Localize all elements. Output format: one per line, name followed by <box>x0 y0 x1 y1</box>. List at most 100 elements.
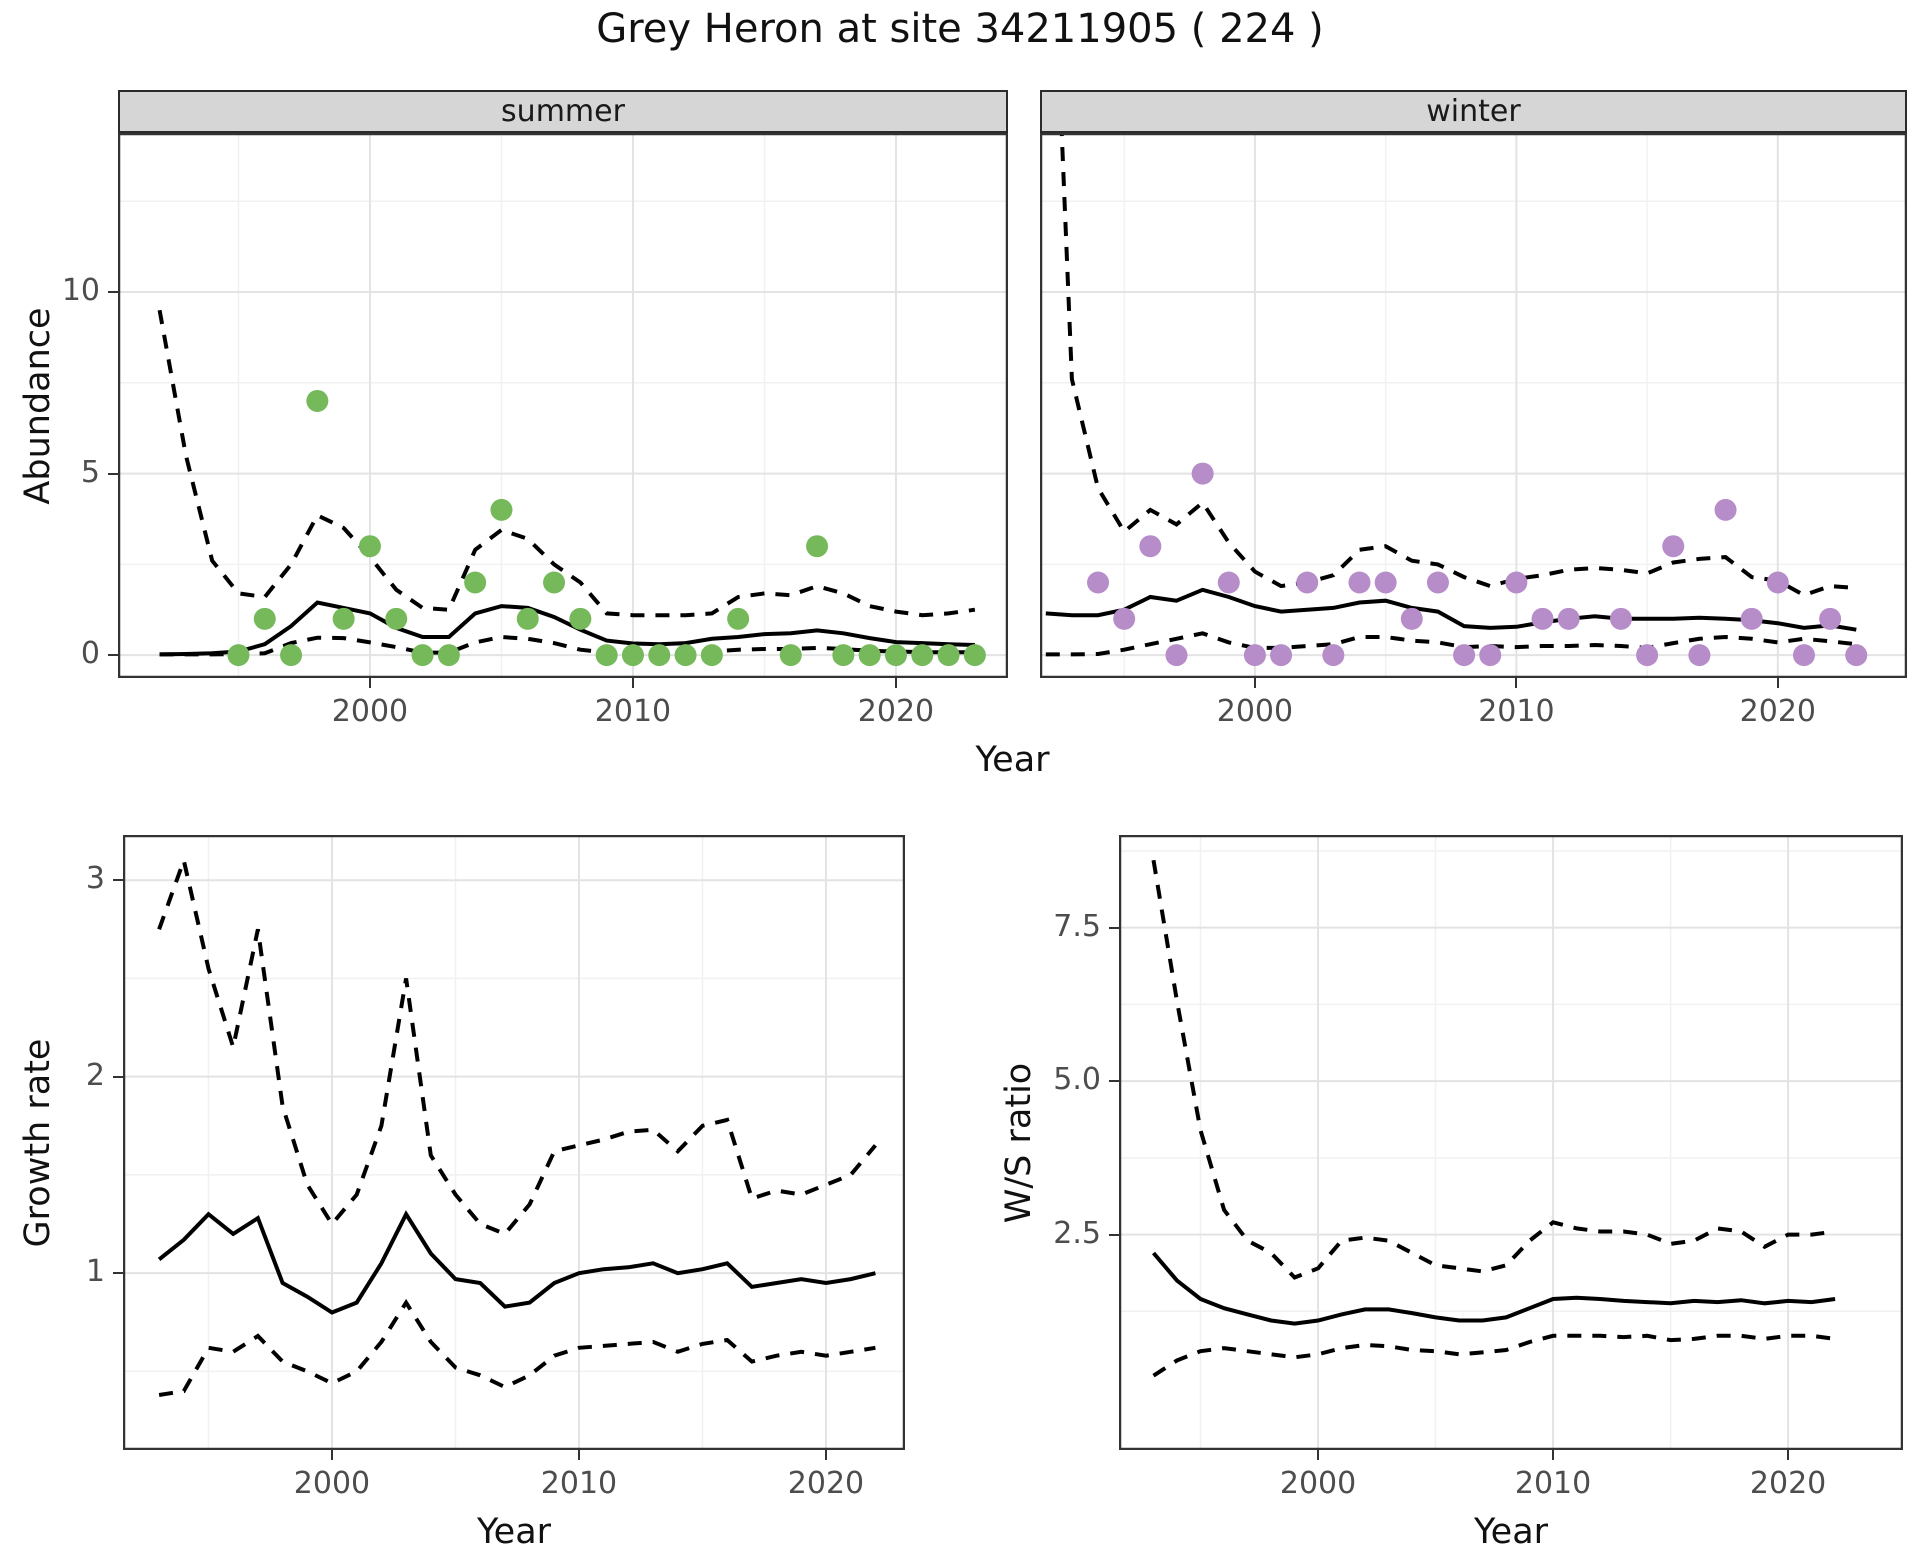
ws-ratio-mean-line <box>1151 1251 1836 1326</box>
y-tick-mark <box>108 654 118 657</box>
chart-panel-growth-rate <box>123 835 905 1450</box>
growth-rate-mean-line <box>157 1210 876 1315</box>
abundance-summer-point <box>727 607 750 630</box>
abundance-winter-point <box>1087 571 1110 594</box>
x-tick-mark <box>1515 678 1518 688</box>
abundance-winter-point <box>1322 644 1345 667</box>
x-tick-label: 2010 <box>1514 1466 1592 1501</box>
abundance-winter-point <box>1714 498 1737 521</box>
x-tick-mark <box>1787 1450 1790 1460</box>
abundance-winter-point <box>1766 571 1789 594</box>
y-tick-mark <box>1109 1080 1119 1083</box>
abundance-winter-point <box>1557 607 1580 630</box>
x-tick-label: 2000 <box>331 694 409 729</box>
abundance-winter-mean-line <box>1045 587 1857 632</box>
abundance-summer-point <box>621 644 644 667</box>
chart-panel-abundance-winter <box>1040 133 1907 678</box>
abundance-winter-point <box>1139 535 1162 558</box>
x-tick-mark <box>330 1450 333 1460</box>
x-tick-label: 2010 <box>540 1466 618 1501</box>
abundance-winter-point <box>1426 571 1449 594</box>
x-axis-title-growth: Year <box>476 1512 552 1552</box>
x-tick-mark <box>1253 678 1256 688</box>
abundance-summer-point <box>411 644 434 667</box>
abundance-summer-point <box>253 607 276 630</box>
abundance-summer-point <box>648 644 671 667</box>
y-tick-label: 0 <box>80 636 100 672</box>
abundance-winter-point <box>1609 607 1632 630</box>
abundance-summer-point <box>569 607 592 630</box>
abundance-summer-point <box>543 571 566 594</box>
page-title: Grey Heron at site 34211905 ( 224 ) <box>596 6 1324 52</box>
facet-strip-summer-label: summer <box>501 94 625 129</box>
x-tick-label: 2020 <box>857 694 935 729</box>
abundance-winter-point <box>1688 644 1711 667</box>
y-tick-label: 2 <box>85 1057 105 1093</box>
abundance-winter-point <box>1217 571 1240 594</box>
x-tick-mark <box>1552 1450 1555 1460</box>
abundance-summer-point <box>227 644 250 667</box>
abundance-winter-point <box>1792 644 1815 667</box>
abundance-winter-lower_ci-line <box>1045 631 1857 657</box>
abundance-summer-point <box>674 644 697 667</box>
growth-rate-lower_ci-line <box>158 1298 876 1397</box>
y-tick-mark <box>113 1075 123 1078</box>
y-tick-mark <box>108 291 118 294</box>
abundance-winter-point <box>1505 571 1528 594</box>
abundance-winter-point <box>1531 607 1554 630</box>
growth-rate-upper_ci-line <box>157 853 877 1237</box>
abundance-summer-point <box>437 644 460 667</box>
abundance-winter-point <box>1819 607 1842 630</box>
abundance-winter-point <box>1191 462 1214 485</box>
y-tick-mark <box>1109 1233 1119 1236</box>
abundance-winter-point <box>1296 571 1319 594</box>
facet-strip-winter-label: winter <box>1426 94 1521 129</box>
x-tick-label: 2020 <box>1749 1466 1827 1501</box>
y-tick-label: 5.0 <box>1053 1062 1101 1098</box>
x-axis-title-ws: Year <box>1473 1512 1549 1552</box>
abundance-summer-upper_ci-line <box>157 309 976 618</box>
x-tick-mark <box>368 678 371 688</box>
abundance-summer-point <box>937 644 960 667</box>
x-tick-label: 2020 <box>1739 694 1817 729</box>
abundance-winter-point <box>1348 571 1371 594</box>
y-tick-mark <box>113 879 123 882</box>
abundance-summer-point <box>490 498 513 521</box>
y-tick-label: 2.5 <box>1053 1215 1101 1251</box>
chart-panel-ws-ratio <box>1119 835 1903 1450</box>
abundance-summer-point <box>516 607 539 630</box>
abundance-winter-point <box>1400 607 1423 630</box>
abundance-winter-point <box>1165 644 1188 667</box>
x-axis-title-top: Year <box>975 740 1050 780</box>
abundance-winter-point <box>1113 607 1136 630</box>
x-tick-label: 2010 <box>594 694 672 729</box>
facet-strip-winter: winter <box>1040 90 1907 133</box>
abundance-summer-point <box>464 571 487 594</box>
abundance-summer-point <box>332 607 355 630</box>
abundance-winter-point <box>1374 571 1397 594</box>
ws-ratio-lower_ci-line <box>1152 1333 1836 1378</box>
abundance-summer-point <box>595 644 618 667</box>
x-tick-label: 2010 <box>1478 694 1555 729</box>
abundance-summer-point <box>911 644 934 667</box>
x-tick-label: 2000 <box>1279 1466 1357 1501</box>
abundance-summer-point <box>385 607 408 630</box>
abundance-winter-point <box>1243 644 1266 667</box>
abundance-summer-point <box>280 644 303 667</box>
abundance-summer-point <box>963 644 986 667</box>
abundance-summer-point <box>832 644 855 667</box>
ws-ratio-upper_ci-line <box>1151 859 1836 1280</box>
facet-strip-summer: summer <box>118 90 1008 133</box>
abundance-summer-point <box>884 644 907 667</box>
chart-panel-abundance-summer <box>118 133 1008 678</box>
abundance-winter-point <box>1479 644 1502 667</box>
abundance-winter-point <box>1270 644 1293 667</box>
x-tick-label: 2000 <box>293 1466 371 1501</box>
y-tick-mark <box>1109 926 1119 929</box>
abundance-winter-point <box>1636 644 1659 667</box>
abundance-summer-mean-line <box>159 600 975 657</box>
y-tick-label: 10 <box>61 273 100 309</box>
abundance-summer-point <box>779 644 802 667</box>
abundance-summer-point <box>358 535 381 558</box>
